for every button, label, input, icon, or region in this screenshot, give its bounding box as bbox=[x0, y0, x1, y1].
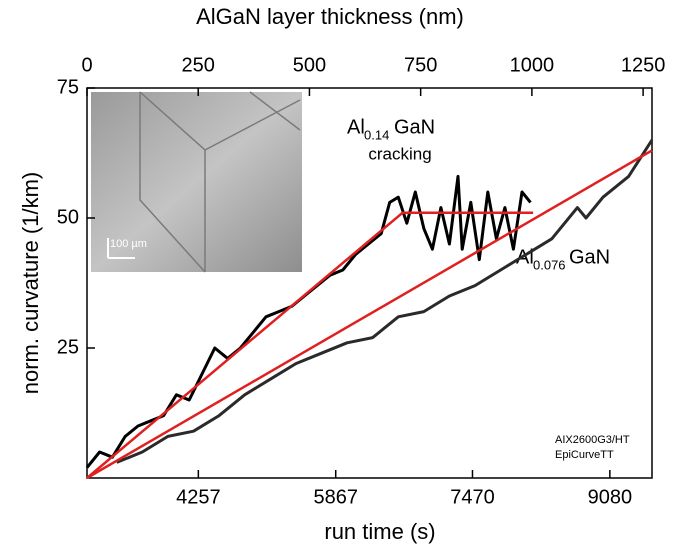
x2-axis-label: AlGaN layer thickness (nm) bbox=[196, 4, 464, 29]
footnote: AIX2600G3/HT bbox=[555, 434, 630, 446]
x2-tick-label: 1000 bbox=[510, 54, 555, 76]
y-axis-label: norm. curvature (1/km) bbox=[18, 172, 43, 395]
scale-bar bbox=[107, 238, 135, 259]
series-line bbox=[86, 211, 534, 479]
y-tick-label: 75 bbox=[57, 76, 79, 98]
y-tick-label: 25 bbox=[57, 336, 79, 358]
scale-label: 100 µm bbox=[110, 238, 147, 250]
x2-tick-label: 750 bbox=[404, 54, 437, 76]
footnote: EpiCurveTT bbox=[555, 449, 614, 461]
series-line bbox=[86, 149, 653, 480]
annotation-rest: GaN bbox=[394, 116, 435, 138]
x2-tick-label: 250 bbox=[182, 54, 215, 76]
annotation-1: Al 0.14 GaN cracking bbox=[347, 116, 435, 163]
annotation-rest: GaN bbox=[569, 246, 610, 268]
x2-tick-label: 500 bbox=[293, 54, 326, 76]
inset-cracks bbox=[139, 91, 301, 273]
y-tick-label: 50 bbox=[57, 206, 79, 228]
series-line bbox=[116, 139, 654, 464]
plot-frame bbox=[86, 87, 653, 479]
annotation-2: Al 0.076 GaN bbox=[516, 246, 610, 272]
annotation-sub: 0.076 bbox=[533, 257, 566, 272]
inset: 100 µm bbox=[91, 91, 302, 273]
x2-tick-label: 0 bbox=[81, 54, 92, 76]
annotation-base: Al bbox=[347, 116, 365, 138]
inset-image bbox=[91, 92, 302, 272]
x-tick-label: 9080 bbox=[588, 486, 633, 508]
annotation-sub: 0.14 bbox=[364, 127, 389, 142]
annotation-line2: cracking bbox=[368, 144, 431, 163]
x-axis-label: run time (s) bbox=[324, 519, 435, 544]
x-tick-label: 7470 bbox=[450, 486, 495, 508]
x-tick-label: 4257 bbox=[176, 486, 221, 508]
x2-tick-label: 1250 bbox=[621, 54, 666, 76]
x-tick-label: 5867 bbox=[313, 486, 358, 508]
